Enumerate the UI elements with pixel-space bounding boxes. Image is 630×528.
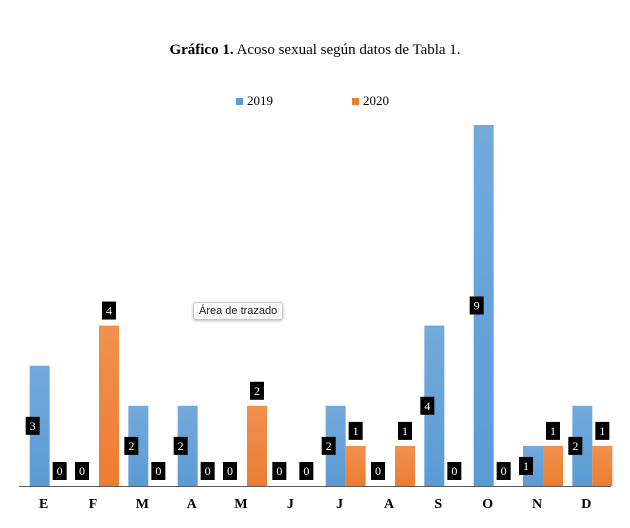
x-tick-label-4: M (234, 497, 247, 512)
bar-2020-6[interactable] (345, 445, 366, 486)
bar-2020-4[interactable] (247, 405, 267, 486)
data-label-box-2020-9 (496, 462, 511, 480)
data-label-box-2020-7 (398, 421, 412, 440)
data-label-box-2019-9 (469, 296, 484, 315)
data-label-box-2020-4 (250, 381, 264, 400)
data-label-2019-1: 0 (79, 464, 85, 478)
data-label-box-2019-7 (371, 462, 385, 480)
data-label-box-2019-11 (568, 436, 583, 455)
legend-swatch-series-2 (352, 97, 359, 105)
data-label-2019-3: 2 (178, 439, 184, 453)
plot-area-tooltip: Área de trazado (193, 302, 284, 320)
data-label-box-2019-8 (420, 396, 435, 415)
data-label-2020-8: 0 (451, 464, 457, 478)
x-tick-label-2: M (136, 497, 149, 512)
data-label-box-2020-2 (151, 462, 166, 480)
data-label-box-2020-0 (52, 462, 67, 480)
x-tick-label-0: E (39, 497, 48, 512)
bar-2020-1[interactable] (99, 325, 119, 486)
legend-label-series-2: 2020 (363, 93, 389, 108)
x-tick-label-1: F (89, 497, 98, 512)
data-label-2019-0: 3 (30, 419, 36, 433)
legend-item-series-2[interactable]: 2020 (352, 93, 389, 109)
x-tick-label-6: J (336, 497, 343, 512)
data-label-box-2020-1 (102, 301, 116, 320)
data-label-2019-7: 0 (375, 464, 381, 478)
data-label-box-2020-6 (348, 421, 363, 440)
data-label-2019-8: 4 (424, 399, 430, 413)
x-tick-label-11: D (581, 497, 591, 512)
data-label-2019-2: 2 (128, 439, 134, 453)
data-label-2019-9: 9 (474, 299, 480, 313)
data-label-2020-7: 1 (402, 424, 408, 438)
data-label-2020-5: 0 (303, 464, 309, 478)
bar-2020-7[interactable] (395, 445, 415, 486)
data-label-box-2019-6 (321, 436, 336, 455)
data-label-2020-11: 1 (599, 424, 605, 438)
data-label-2020-0: 0 (57, 464, 63, 478)
data-label-box-2019-10 (519, 456, 533, 475)
data-label-2020-2: 0 (155, 464, 161, 478)
data-label-2020-6: 1 (353, 424, 359, 438)
chart-title-bold: Gráfico 1. (169, 42, 234, 58)
data-label-box-2019-4 (223, 462, 237, 480)
x-tick-label-9: O (482, 497, 493, 512)
data-label-2020-3: 0 (205, 464, 211, 478)
data-label-2020-4: 2 (254, 384, 260, 398)
x-tick-label-7: A (384, 497, 395, 512)
data-label-2020-10: 1 (550, 424, 556, 438)
data-label-2020-1: 4 (106, 304, 112, 318)
chart-title-rest: Acoso sexual según datos de Tabla 1. (233, 42, 461, 58)
data-label-box-2019-3 (173, 436, 188, 455)
data-label-box-2020-11 (595, 421, 610, 440)
data-label-box-2020-5 (299, 462, 314, 480)
x-tick-label-3: A (187, 497, 198, 512)
x-tick-label-5: J (287, 497, 294, 512)
data-label-2019-5: 0 (276, 464, 282, 478)
data-label-2019-6: 2 (326, 439, 332, 453)
legend-item-series-1[interactable]: 2019 (236, 93, 273, 109)
legend-label-series-1: 2019 (247, 93, 273, 108)
data-label-2020-9: 0 (501, 464, 507, 478)
data-label-box-2020-8 (447, 462, 462, 480)
data-label-box-2019-0 (25, 416, 40, 435)
x-tick-label-8: S (434, 497, 442, 512)
chart-title: Gráfico 1. Acoso sexual según datos de T… (0, 42, 630, 59)
data-label-box-2019-2 (124, 436, 139, 455)
data-label-box-2020-10 (546, 421, 560, 440)
data-label-box-2019-1 (75, 462, 89, 480)
legend-swatch-series-1 (236, 97, 243, 105)
data-label-box-2020-3 (200, 462, 215, 480)
data-label-box-2019-5 (272, 462, 287, 480)
x-tick-label-10: N (532, 497, 542, 512)
data-label-2019-10: 1 (523, 459, 529, 473)
bar-2020-10[interactable] (543, 445, 563, 486)
data-label-2019-11: 2 (572, 439, 578, 453)
data-label-2019-4: 0 (227, 464, 233, 478)
bar-2020-11[interactable] (592, 445, 613, 486)
